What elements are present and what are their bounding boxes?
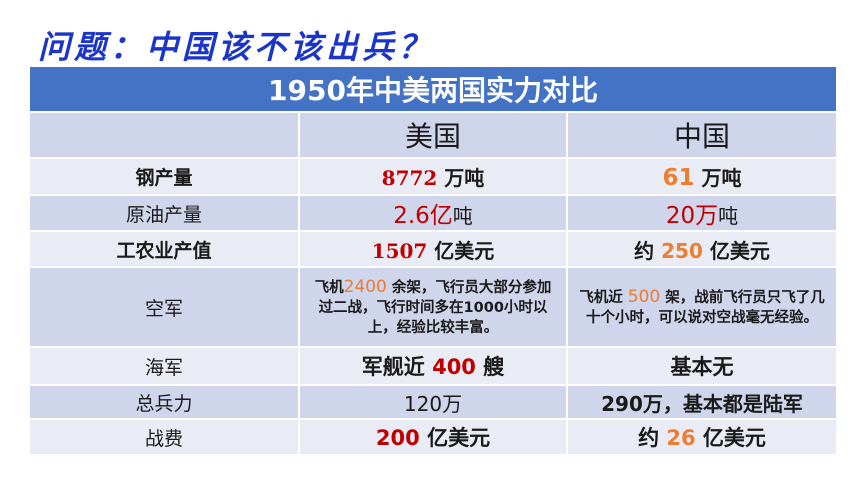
us-oil-value: 2.6亿 — [393, 203, 453, 229]
cn-airforce-post: 架，战前飞行员只飞了几十个小时，可以说对空战毫无经验。 — [586, 289, 825, 326]
table-row-steel: 钢产量 8772 万吨 61 万吨 — [28, 157, 839, 196]
cn-navy: 基本无 — [565, 346, 839, 386]
row-label-oil: 原油产量 — [28, 194, 300, 232]
cn-oil-value: 20万 — [665, 203, 719, 229]
cn-airforce-value: 500 — [627, 286, 661, 307]
us-cost: 200 亿美元 — [298, 418, 568, 456]
empty-header-cell — [28, 111, 300, 159]
row-label-industry: 工农业产值 — [28, 230, 300, 268]
row-label-steel: 钢产量 — [28, 157, 300, 196]
us-cost-unit: 亿美元 — [419, 426, 491, 450]
us-steel-unit: 万吨 — [437, 166, 485, 190]
table-row-airforce: 空军 飞机2400 余架，飞行员大部分参加过二战，飞行时间多在1000小时以上，… — [28, 266, 839, 348]
us-airforce-post: 余架，飞行员大部分参加过二战，飞行时间多在1000小时以上，经验比较丰富。 — [318, 279, 552, 336]
us-steel: 8772 万吨 — [298, 157, 568, 196]
table-row-navy: 海军 军舰近 400 艘 基本无 — [28, 346, 839, 386]
us-troops: 120万 — [298, 384, 568, 420]
cn-industry: 约 250 亿美元 — [565, 230, 839, 268]
cn-oil: 20万吨 — [565, 194, 839, 232]
cn-oil-unit: 吨 — [718, 204, 739, 228]
comparison-table: 1950年中美两国实力对比 美国 中国 钢产量 8772 万吨 61 万吨 原油… — [27, 67, 839, 456]
row-label-navy: 海军 — [28, 346, 300, 386]
cn-steel-unit: 万吨 — [694, 166, 742, 190]
us-airforce-value: 2400 — [343, 276, 387, 297]
cn-industry-unit: 亿美元 — [702, 238, 770, 263]
us-industry-value: 1507 — [371, 238, 428, 263]
table-heading: 1950年中美两国实力对比 — [27, 67, 839, 113]
slide-title: 问题：中国该不该出兵？ — [38, 28, 435, 66]
us-oil: 2.6亿吨 — [298, 194, 568, 232]
us-navy-pre: 军舰近 — [361, 355, 433, 379]
column-cn: 中国 — [565, 111, 839, 159]
cn-airforce-pre: 飞机近 — [579, 289, 628, 306]
us-steel-value: 8772 — [381, 166, 438, 190]
cn-cost-value: 26 — [666, 426, 696, 450]
us-oil-unit: 吨 — [452, 204, 473, 228]
cn-cost-unit: 亿美元 — [695, 426, 766, 450]
row-label-troops: 总兵力 — [28, 384, 300, 420]
us-industry-unit: 亿美元 — [427, 238, 495, 263]
cn-industry-value: 250 — [661, 238, 703, 263]
us-cost-value: 200 — [375, 426, 420, 450]
us-airforce-pre: 飞机 — [314, 279, 344, 296]
table-row-cost: 战费 200 亿美元 约 26 亿美元 — [28, 418, 839, 456]
row-label-airforce: 空军 — [28, 266, 300, 348]
table-heading-row: 1950年中美两国实力对比 — [27, 67, 839, 113]
cn-airforce: 飞机近 500 架，战前飞行员只飞了几十个小时，可以说对空战毫无经验。 — [565, 266, 839, 348]
column-us: 美国 — [298, 111, 568, 159]
cn-steel: 61 万吨 — [565, 157, 839, 196]
table-row-oil: 原油产量 2.6亿吨 20万吨 — [28, 194, 839, 232]
us-navy-value: 400 — [432, 355, 476, 379]
cn-industry-prefix: 约 — [634, 238, 662, 263]
cn-steel-value: 61 — [662, 165, 695, 191]
cn-cost-prefix: 约 — [638, 426, 667, 450]
us-navy: 军舰近 400 艘 — [298, 346, 568, 386]
cn-cost: 约 26 亿美元 — [565, 418, 839, 456]
table-row-industry: 工农业产值 1507 亿美元 约 250 亿美元 — [28, 230, 839, 268]
country-header-row: 美国 中国 — [28, 111, 839, 159]
us-navy-post: 艘 — [475, 355, 505, 379]
cn-troops: 290万，基本都是陆军 — [565, 384, 839, 420]
us-industry: 1507 亿美元 — [298, 230, 568, 268]
us-airforce: 飞机2400 余架，飞行员大部分参加过二战，飞行时间多在1000小时以上，经验比… — [298, 266, 568, 348]
table-row-troops: 总兵力 120万 290万，基本都是陆军 — [28, 384, 839, 420]
row-label-cost: 战费 — [28, 418, 300, 456]
